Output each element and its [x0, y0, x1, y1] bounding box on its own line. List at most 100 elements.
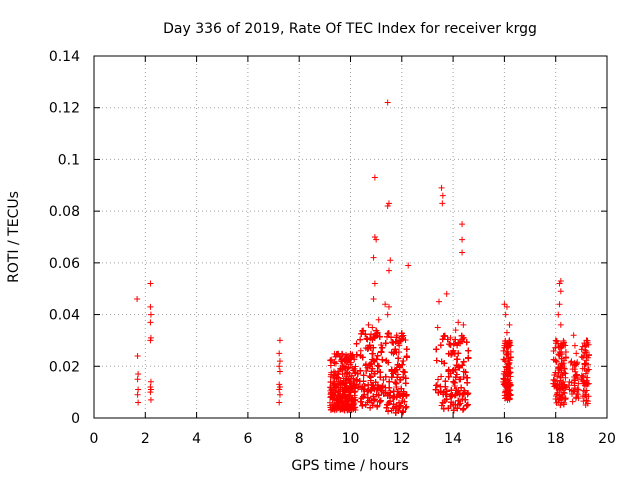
data-point	[464, 379, 471, 386]
data-point	[438, 373, 445, 380]
data-point	[371, 174, 378, 181]
data-point	[557, 288, 564, 295]
data-point	[582, 349, 589, 356]
data-point	[276, 391, 283, 398]
data-point	[342, 391, 349, 398]
y-tick-label: 0.06	[49, 256, 80, 272]
data-point	[571, 388, 578, 395]
data-point	[403, 403, 410, 410]
data-point	[378, 349, 385, 356]
data-point	[385, 359, 392, 366]
data-point	[464, 391, 471, 398]
data-point	[135, 399, 142, 406]
data-point	[376, 398, 383, 405]
data-point	[276, 337, 283, 344]
data-point	[276, 368, 283, 375]
data-point	[352, 404, 359, 411]
data-point	[561, 390, 568, 397]
y-tick-label: 0	[71, 411, 80, 427]
data-point	[398, 337, 405, 344]
data-point	[360, 378, 367, 385]
data-point	[448, 393, 455, 400]
data-points	[134, 99, 593, 416]
data-point	[451, 350, 458, 357]
data-point	[327, 391, 334, 398]
data-point	[400, 374, 407, 381]
y-tick-label: 0.14	[49, 49, 80, 65]
data-point	[393, 380, 400, 387]
data-point	[369, 350, 376, 357]
data-point	[460, 321, 467, 328]
data-point	[357, 383, 364, 390]
data-point	[503, 389, 510, 396]
data-point	[393, 403, 400, 410]
data-point	[460, 405, 467, 412]
data-point	[440, 405, 447, 412]
data-point	[465, 355, 472, 362]
data-point	[452, 336, 459, 343]
data-point	[345, 404, 352, 411]
y-tick-label: 0.1	[58, 152, 80, 168]
data-point	[582, 342, 589, 349]
data-point	[367, 374, 374, 381]
data-point	[383, 404, 390, 411]
data-point	[501, 357, 508, 364]
data-point	[377, 397, 384, 404]
data-point	[391, 349, 398, 356]
data-point	[403, 392, 410, 399]
data-point	[581, 393, 588, 400]
data-point	[459, 249, 466, 256]
data-point	[585, 366, 592, 373]
data-point	[447, 334, 454, 341]
data-point	[504, 373, 511, 380]
data-point	[446, 341, 453, 348]
data-point	[384, 311, 391, 318]
data-point	[385, 303, 392, 310]
data-point	[433, 357, 440, 364]
data-point	[276, 386, 283, 393]
data-point	[458, 384, 465, 391]
data-point	[441, 360, 448, 367]
data-point	[147, 311, 154, 318]
data-point	[583, 387, 590, 394]
data-point	[553, 399, 560, 406]
data-point	[135, 386, 142, 393]
data-point	[507, 354, 514, 361]
data-point	[443, 396, 450, 403]
data-point	[570, 332, 577, 339]
data-point	[389, 394, 396, 401]
data-point	[393, 332, 400, 339]
data-point	[357, 336, 364, 343]
data-point	[276, 363, 283, 370]
data-point	[560, 378, 567, 385]
data-point	[367, 335, 374, 342]
data-point	[399, 409, 406, 416]
data-point	[558, 360, 565, 367]
data-point	[337, 352, 344, 359]
data-point	[396, 342, 403, 349]
x-axis-title: GPS time / hours	[291, 458, 408, 474]
data-point	[503, 329, 510, 336]
data-point	[369, 324, 376, 331]
data-point	[387, 257, 394, 264]
data-point	[459, 406, 466, 413]
data-point	[378, 342, 385, 349]
data-point	[455, 363, 462, 370]
data-point	[368, 368, 375, 375]
x-tick-label: 12	[393, 431, 411, 447]
data-point	[366, 342, 373, 349]
data-point	[401, 369, 408, 376]
data-point	[276, 383, 283, 390]
data-point	[386, 384, 393, 391]
data-point	[456, 401, 463, 408]
data-point	[402, 380, 409, 387]
data-point	[557, 402, 564, 409]
data-point	[450, 407, 457, 414]
data-point	[561, 365, 568, 372]
data-point	[384, 202, 391, 209]
data-point	[442, 391, 449, 398]
data-point	[363, 335, 370, 342]
data-point	[392, 338, 399, 345]
data-point	[451, 383, 458, 390]
